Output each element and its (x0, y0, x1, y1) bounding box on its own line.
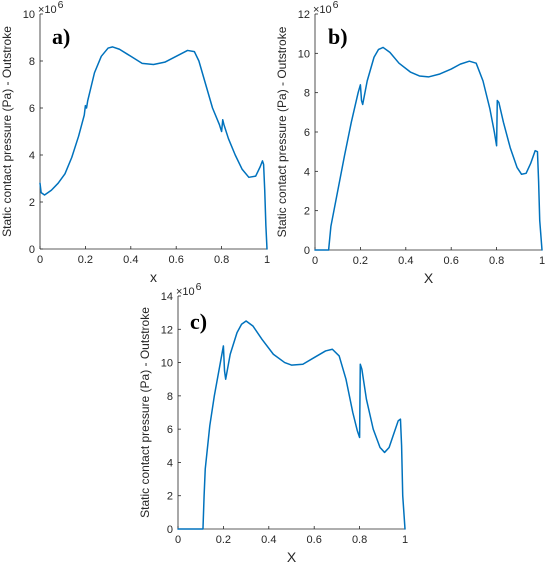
y-tick-label: 2 (304, 206, 310, 218)
y-tick-label: 4 (304, 166, 310, 178)
y-tick-label: 8 (29, 56, 35, 68)
series-line (39, 46, 268, 250)
y-tick-label: 8 (167, 391, 173, 403)
y-multiplier: ×10 (313, 4, 332, 16)
y-tick-label: 6 (29, 103, 35, 115)
x-tick-label: 0.8 (352, 534, 367, 546)
plot-area (40, 14, 267, 249)
y-tick-label: 2 (167, 491, 173, 503)
y-tick-label: 10 (23, 9, 35, 21)
x-tick-label: 1 (539, 255, 545, 267)
x-tick-label: 0.6 (307, 534, 322, 546)
y-tick-label: 12 (161, 324, 173, 336)
y-tick-label: 6 (167, 424, 173, 436)
y-tick-label: 8 (304, 88, 310, 100)
x-tick-label: 0 (37, 254, 43, 266)
x-tick-label: 0 (175, 534, 181, 546)
x-tick-label: 1 (264, 254, 270, 266)
y-multiplier: ×10 (38, 4, 57, 16)
plot-area (178, 296, 405, 529)
x-tick-label: 0.8 (489, 255, 504, 267)
y-exponent: 6 (333, 0, 339, 11)
x-axis-label: X (287, 549, 297, 565)
panel-label: c) (190, 309, 207, 334)
y-tick-label: 0 (29, 244, 35, 256)
x-axis-label: x (150, 269, 157, 285)
x-tick-label: 1 (402, 534, 408, 546)
y-exponent: 6 (196, 281, 202, 293)
y-axis-label: Static contact pressure (Pa) - Outstroke (0, 26, 14, 237)
x-tick-label: 0.6 (444, 255, 459, 267)
y-multiplier: ×10 (176, 286, 195, 298)
x-tick-label: 0.2 (216, 534, 231, 546)
y-tick-label: 14 (161, 291, 173, 303)
panel-label: b) (328, 24, 348, 49)
x-tick-label: 0.6 (169, 254, 184, 266)
x-tick-label: 0.2 (78, 254, 93, 266)
x-tick-label: 0.2 (353, 255, 368, 267)
x-tick-label: 0.4 (261, 534, 276, 546)
series-line (314, 46, 543, 251)
x-tick-label: 0 (312, 255, 318, 267)
x-tick-label: 0.8 (214, 254, 229, 266)
y-tick-label: 10 (161, 358, 173, 370)
series-line (177, 320, 406, 530)
y-tick-label: 4 (167, 457, 173, 469)
y-axis-label: Static contact pressure (Pa) - Outstroke (275, 26, 289, 237)
x-axis-label: X (424, 270, 434, 286)
y-tick-label: 4 (29, 150, 35, 162)
y-tick-label: 12 (298, 9, 310, 21)
y-exponent: 6 (58, 0, 64, 11)
y-tick-label: 0 (304, 245, 310, 257)
plot-area (315, 14, 542, 250)
panel-label: a) (52, 24, 70, 49)
x-tick-label: 0.4 (398, 255, 413, 267)
y-axis-label: Static contact pressure (Pa) - Outstroke (138, 307, 152, 518)
y-tick-label: 6 (304, 127, 310, 139)
y-tick-label: 10 (298, 48, 310, 60)
x-tick-label: 0.4 (123, 254, 138, 266)
y-tick-label: 2 (29, 197, 35, 209)
y-tick-label: 0 (167, 524, 173, 536)
